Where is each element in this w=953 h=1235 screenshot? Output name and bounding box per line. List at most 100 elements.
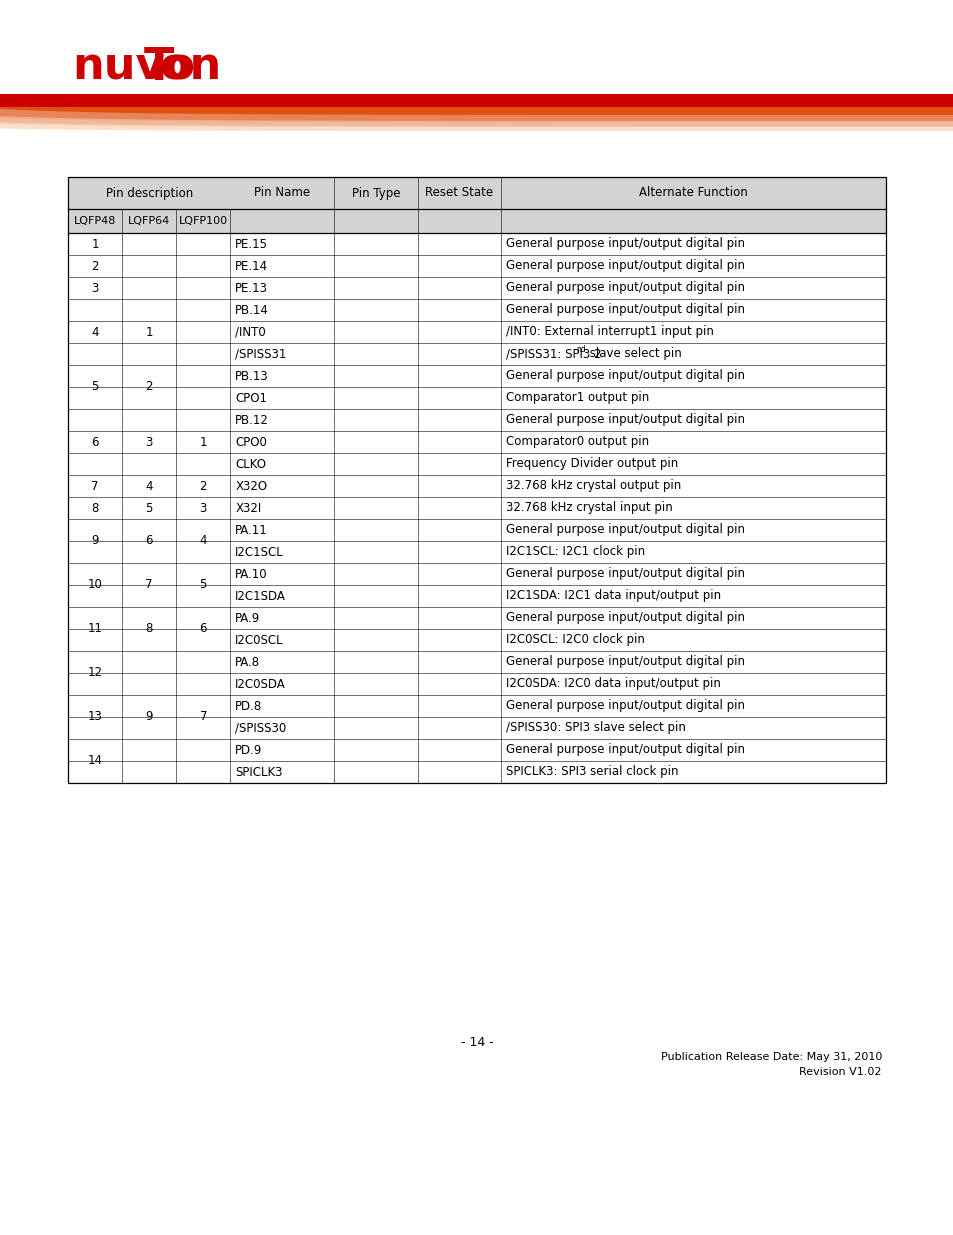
Text: General purpose input/output digital pin: General purpose input/output digital pin [505,304,744,316]
Text: 4: 4 [199,535,207,547]
Text: I2C0SDA: I2C0 data input/output pin: I2C0SDA: I2C0 data input/output pin [505,678,720,690]
Text: PA.10: PA.10 [235,568,268,580]
Text: /SPISS30: /SPISS30 [235,721,286,735]
Text: General purpose input/output digital pin: General purpose input/output digital pin [505,611,744,625]
Text: 32.768 kHz crystal input pin: 32.768 kHz crystal input pin [505,501,672,515]
Text: PA.8: PA.8 [235,656,260,668]
Text: I2C0SDA: I2C0SDA [235,678,286,690]
Text: 7: 7 [91,479,99,493]
Text: PA.9: PA.9 [235,611,260,625]
Text: PB.13: PB.13 [235,369,269,383]
Text: 2: 2 [199,479,207,493]
Text: Pin description: Pin description [106,186,193,200]
Text: Comparator0 output pin: Comparator0 output pin [505,436,648,448]
Text: PE.14: PE.14 [235,259,268,273]
Text: /SPISS31: /SPISS31 [235,347,287,361]
Text: X32O: X32O [235,479,267,493]
Text: X32I: X32I [235,501,261,515]
Text: CPO1: CPO1 [235,391,267,405]
Text: 1: 1 [145,326,152,338]
Text: General purpose input/output digital pin: General purpose input/output digital pin [505,414,744,426]
Text: Comparator1 output pin: Comparator1 output pin [505,391,648,405]
Bar [68,177,885,209]
Text: General purpose input/output digital pin: General purpose input/output digital pin [505,743,744,757]
Text: 4: 4 [91,326,99,338]
Text: /SPISS31: SPI3 2: /SPISS31: SPI3 2 [505,347,600,361]
Text: I2C0SCL: I2C0SCL [235,634,284,646]
Text: - 14 -: - 14 - [460,1036,493,1050]
Text: on: on [159,46,221,89]
Bar [68,209,885,233]
Text: General purpose input/output digital pin: General purpose input/output digital pin [505,524,744,536]
Text: 8: 8 [146,622,152,636]
Text: Alternate Function: Alternate Function [639,186,747,200]
Text: General purpose input/output digital pin: General purpose input/output digital pin [505,568,744,580]
Text: 6: 6 [145,535,152,547]
Text: 32.768 kHz crystal output pin: 32.768 kHz crystal output pin [505,479,680,493]
Text: I2C1SCL: I2C1SCL [235,546,284,558]
Text: PD.8: PD.8 [235,699,262,713]
Text: I2C1SDA: I2C1 data input/output pin: I2C1SDA: I2C1 data input/output pin [505,589,720,603]
Text: 5: 5 [146,501,152,515]
Text: PA.11: PA.11 [235,524,268,536]
Text: 1: 1 [199,436,207,448]
Text: 11: 11 [88,622,103,636]
Bar [0,94,953,107]
Text: LQFP64: LQFP64 [128,216,171,226]
Text: 8: 8 [91,501,99,515]
Text: General purpose input/output digital pin: General purpose input/output digital pin [505,259,744,273]
Text: 6: 6 [199,622,207,636]
Text: CPO0: CPO0 [235,436,267,448]
Text: General purpose input/output digital pin: General purpose input/output digital pin [505,282,744,294]
Text: CLKO: CLKO [235,457,266,471]
Text: Reset State: Reset State [425,186,493,200]
Text: PE.15: PE.15 [235,237,268,251]
Text: 5: 5 [199,578,207,592]
Text: 1: 1 [91,237,99,251]
Text: PB.14: PB.14 [235,304,269,316]
Text: 12: 12 [88,667,103,679]
Bar [68,177,885,783]
Text: SPICLK3: SPICLK3 [235,766,282,778]
Text: LQFP100: LQFP100 [178,216,228,226]
Text: nuvo: nuvo [71,46,194,89]
Text: 7: 7 [145,578,152,592]
Text: 5: 5 [91,380,99,394]
Text: nd: nd [576,346,586,354]
Text: SPICLK3: SPI3 serial clock pin: SPICLK3: SPI3 serial clock pin [505,766,678,778]
Text: Frequency Divider output pin: Frequency Divider output pin [505,457,678,471]
Text: Pin Name: Pin Name [254,186,310,200]
Text: 6: 6 [91,436,99,448]
Text: I2C1SDA: I2C1SDA [235,589,286,603]
Text: 3: 3 [199,501,207,515]
Text: PB.12: PB.12 [235,414,269,426]
Text: 7: 7 [199,710,207,724]
Text: Publication Release Date: May 31, 2010: Publication Release Date: May 31, 2010 [659,1052,882,1062]
Text: 2: 2 [91,259,99,273]
Text: 3: 3 [91,282,99,294]
Text: Pin Type: Pin Type [352,186,400,200]
Text: I2C1SCL: I2C1 clock pin: I2C1SCL: I2C1 clock pin [505,546,644,558]
Text: 9: 9 [145,710,152,724]
Text: General purpose input/output digital pin: General purpose input/output digital pin [505,237,744,251]
Text: PD.9: PD.9 [235,743,262,757]
Text: slave select pin: slave select pin [585,347,680,361]
Text: LQFP48: LQFP48 [73,216,116,226]
Text: 14: 14 [88,755,103,767]
Text: PE.13: PE.13 [235,282,268,294]
Text: General purpose input/output digital pin: General purpose input/output digital pin [505,699,744,713]
Text: 13: 13 [88,710,102,724]
Text: General purpose input/output digital pin: General purpose input/output digital pin [505,656,744,668]
Text: 2: 2 [145,380,152,394]
Text: T: T [144,46,174,89]
Text: 3: 3 [146,436,152,448]
Text: /INT0: External interrupt1 input pin: /INT0: External interrupt1 input pin [505,326,713,338]
Text: 10: 10 [88,578,102,592]
Text: 9: 9 [91,535,99,547]
Text: General purpose input/output digital pin: General purpose input/output digital pin [505,369,744,383]
Text: Revision V1.02: Revision V1.02 [799,1067,882,1077]
Text: 4: 4 [145,479,152,493]
Text: I2C0SCL: I2C0 clock pin: I2C0SCL: I2C0 clock pin [505,634,644,646]
Text: /SPISS30: SPI3 slave select pin: /SPISS30: SPI3 slave select pin [505,721,685,735]
Text: /INT0: /INT0 [235,326,266,338]
